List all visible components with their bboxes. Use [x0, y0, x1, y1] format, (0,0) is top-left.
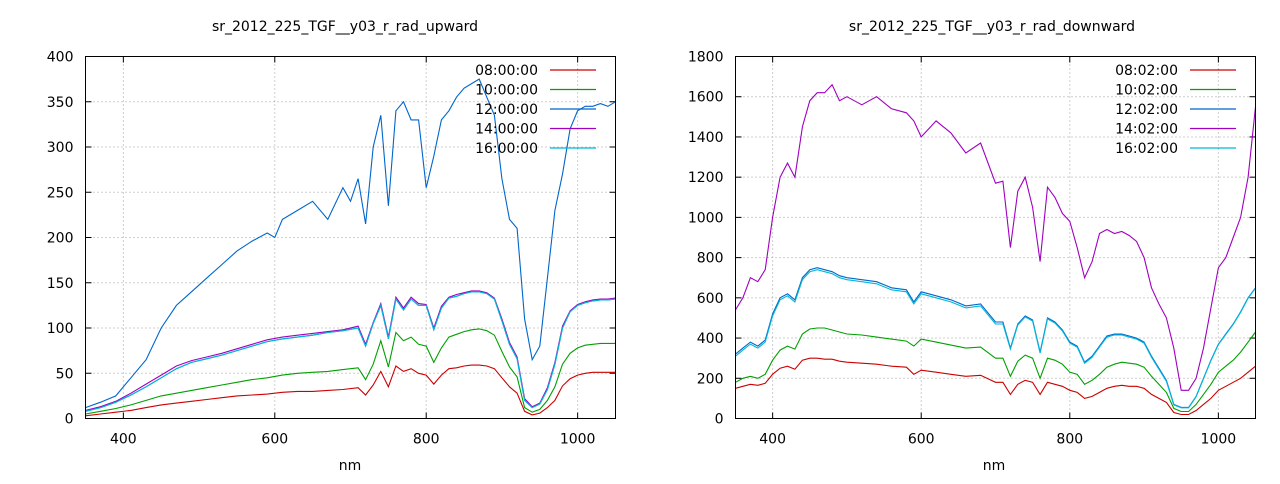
y-tick-label: 150	[47, 276, 74, 292]
data-series	[85, 78, 616, 417]
legend-label: 14:00:00	[475, 122, 538, 138]
y-tick-label: 1600	[688, 90, 724, 106]
legend-label: 10:00:00	[475, 83, 538, 99]
downward-radiance-chart: sr_2012_225_TGF__y03_r_rad_downward nm 0…	[688, 19, 1257, 474]
y-tick-label: 1000	[688, 210, 724, 226]
x-axis-label: nm	[339, 458, 362, 474]
series-line-080000	[85, 364, 616, 417]
series-line-080200	[735, 357, 1256, 416]
series-line-120200	[735, 267, 1256, 408]
upward-radiance-chart: sr_2012_225_TGF__y03_r_rad_upward nm 0 50…	[47, 19, 616, 474]
x-axis-label: nm	[983, 458, 1006, 474]
series-line-120000	[85, 291, 616, 412]
series-line-160200	[735, 269, 1256, 409]
axis-ticks: 0 50 100 150 200 250 300 350 400 400 600 800 1000	[47, 50, 616, 448]
plot-frame	[85, 56, 616, 419]
chart-title: sr_2012_225_TGF__y03_r_rad_upward	[212, 19, 478, 35]
data-series	[735, 83, 1257, 416]
legend: 08:00:00 10:00:00 12:00:00 14:00:00 16:00:00	[475, 63, 596, 157]
y-tick-label: 300	[47, 140, 74, 156]
series-line-140000	[85, 290, 616, 411]
chart-title: sr_2012_225_TGF__y03_r_rad_downward	[849, 19, 1135, 35]
series-line-peak	[85, 78, 616, 409]
series-line-100200	[735, 327, 1256, 413]
plot-frame	[735, 56, 1256, 419]
y-tick-label: 250	[47, 185, 74, 201]
x-tick-label: 800	[413, 432, 440, 448]
legend-label: 12:02:00	[1115, 102, 1178, 118]
y-tick-label: 200	[697, 371, 724, 387]
y-tick-label: 100	[47, 321, 74, 337]
y-tick-label: 400	[697, 331, 724, 347]
series-line-160000	[85, 291, 616, 412]
series-line-100000	[85, 328, 616, 415]
legend-label: 08:00:00	[475, 63, 538, 79]
legend-label: 08:02:00	[1115, 63, 1178, 79]
y-tick-label: 1400	[688, 130, 724, 146]
y-tick-label: 1800	[688, 50, 724, 66]
grid-lines	[735, 56, 1256, 419]
legend-label: 16:02:00	[1115, 141, 1178, 157]
legend-label: 10:02:00	[1115, 83, 1178, 99]
y-tick-label: 400	[47, 50, 74, 66]
y-tick-label: 0	[715, 412, 724, 428]
y-tick-label: 800	[697, 251, 724, 267]
y-tick-label: 1200	[688, 170, 724, 186]
x-tick-label: 600	[908, 432, 935, 448]
x-tick-label: 1000	[560, 432, 596, 448]
x-tick-label: 1000	[1201, 432, 1237, 448]
legend-label: 12:00:00	[475, 102, 538, 118]
y-tick-label: 600	[697, 291, 724, 307]
y-tick-label: 50	[56, 366, 74, 382]
legend: 08:02:00 10:02:00 12:02:00 14:02:00 16:02:00	[1115, 63, 1236, 157]
x-tick-label: 600	[261, 432, 288, 448]
axis-ticks: 0 200 400 600 800 1000 1200 1400 1600 1800 400 600 8…	[688, 50, 1256, 448]
x-tick-label: 400	[110, 432, 137, 448]
series-line-140200	[735, 83, 1257, 391]
y-tick-label: 0	[65, 412, 74, 428]
legend-label: 14:02:00	[1115, 122, 1178, 138]
legend-label: 16:00:00	[475, 141, 538, 157]
y-tick-label: 200	[47, 231, 74, 247]
x-tick-label: 400	[759, 432, 786, 448]
y-tick-label: 350	[47, 95, 74, 111]
x-tick-label: 800	[1056, 432, 1083, 448]
